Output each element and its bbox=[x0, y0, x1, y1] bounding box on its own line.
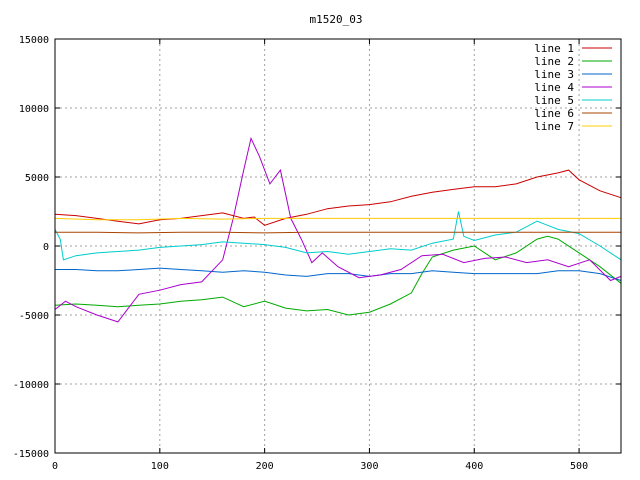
series-layer bbox=[54, 136, 622, 323]
series-line-4 bbox=[54, 136, 622, 323]
chart-title: m1520_03 bbox=[310, 13, 363, 26]
y-tick-label: 10000 bbox=[19, 104, 49, 115]
legend-label: line 3 bbox=[534, 68, 574, 81]
legend-label: line 6 bbox=[534, 107, 574, 120]
series-line-7 bbox=[54, 217, 621, 221]
x-tick-label: 0 bbox=[52, 461, 58, 472]
axis-ticks: 0 100 200 300 400 500 -15000 -10000 -5000 0 5000 10… bbox=[13, 35, 621, 472]
y-tick-label: -15000 bbox=[13, 449, 49, 460]
series-line-2 bbox=[54, 235, 622, 316]
x-tick-label: 500 bbox=[570, 461, 588, 472]
x-tick-label: 200 bbox=[256, 461, 274, 472]
legend-label: line 1 bbox=[534, 42, 574, 55]
legend-label: line 4 bbox=[534, 81, 574, 94]
x-tick-label: 100 bbox=[151, 461, 169, 472]
series-line-1 bbox=[54, 169, 622, 226]
legend-label: line 2 bbox=[534, 55, 574, 68]
series-line-3 bbox=[55, 267, 622, 281]
x-tick-label: 400 bbox=[465, 461, 483, 472]
legend-label: line 5 bbox=[534, 94, 574, 107]
y-tick-label: 0 bbox=[43, 242, 49, 253]
y-tick-label: 15000 bbox=[19, 35, 49, 46]
legend-label: line 7 bbox=[534, 120, 574, 133]
y-tick-label: -10000 bbox=[13, 380, 49, 391]
series-line-6 bbox=[55, 231, 621, 234]
series-line-5 bbox=[54, 211, 622, 261]
x-tick-label: 300 bbox=[360, 461, 378, 472]
y-tick-label: -5000 bbox=[19, 311, 49, 322]
y-tick-label: 5000 bbox=[25, 173, 49, 184]
